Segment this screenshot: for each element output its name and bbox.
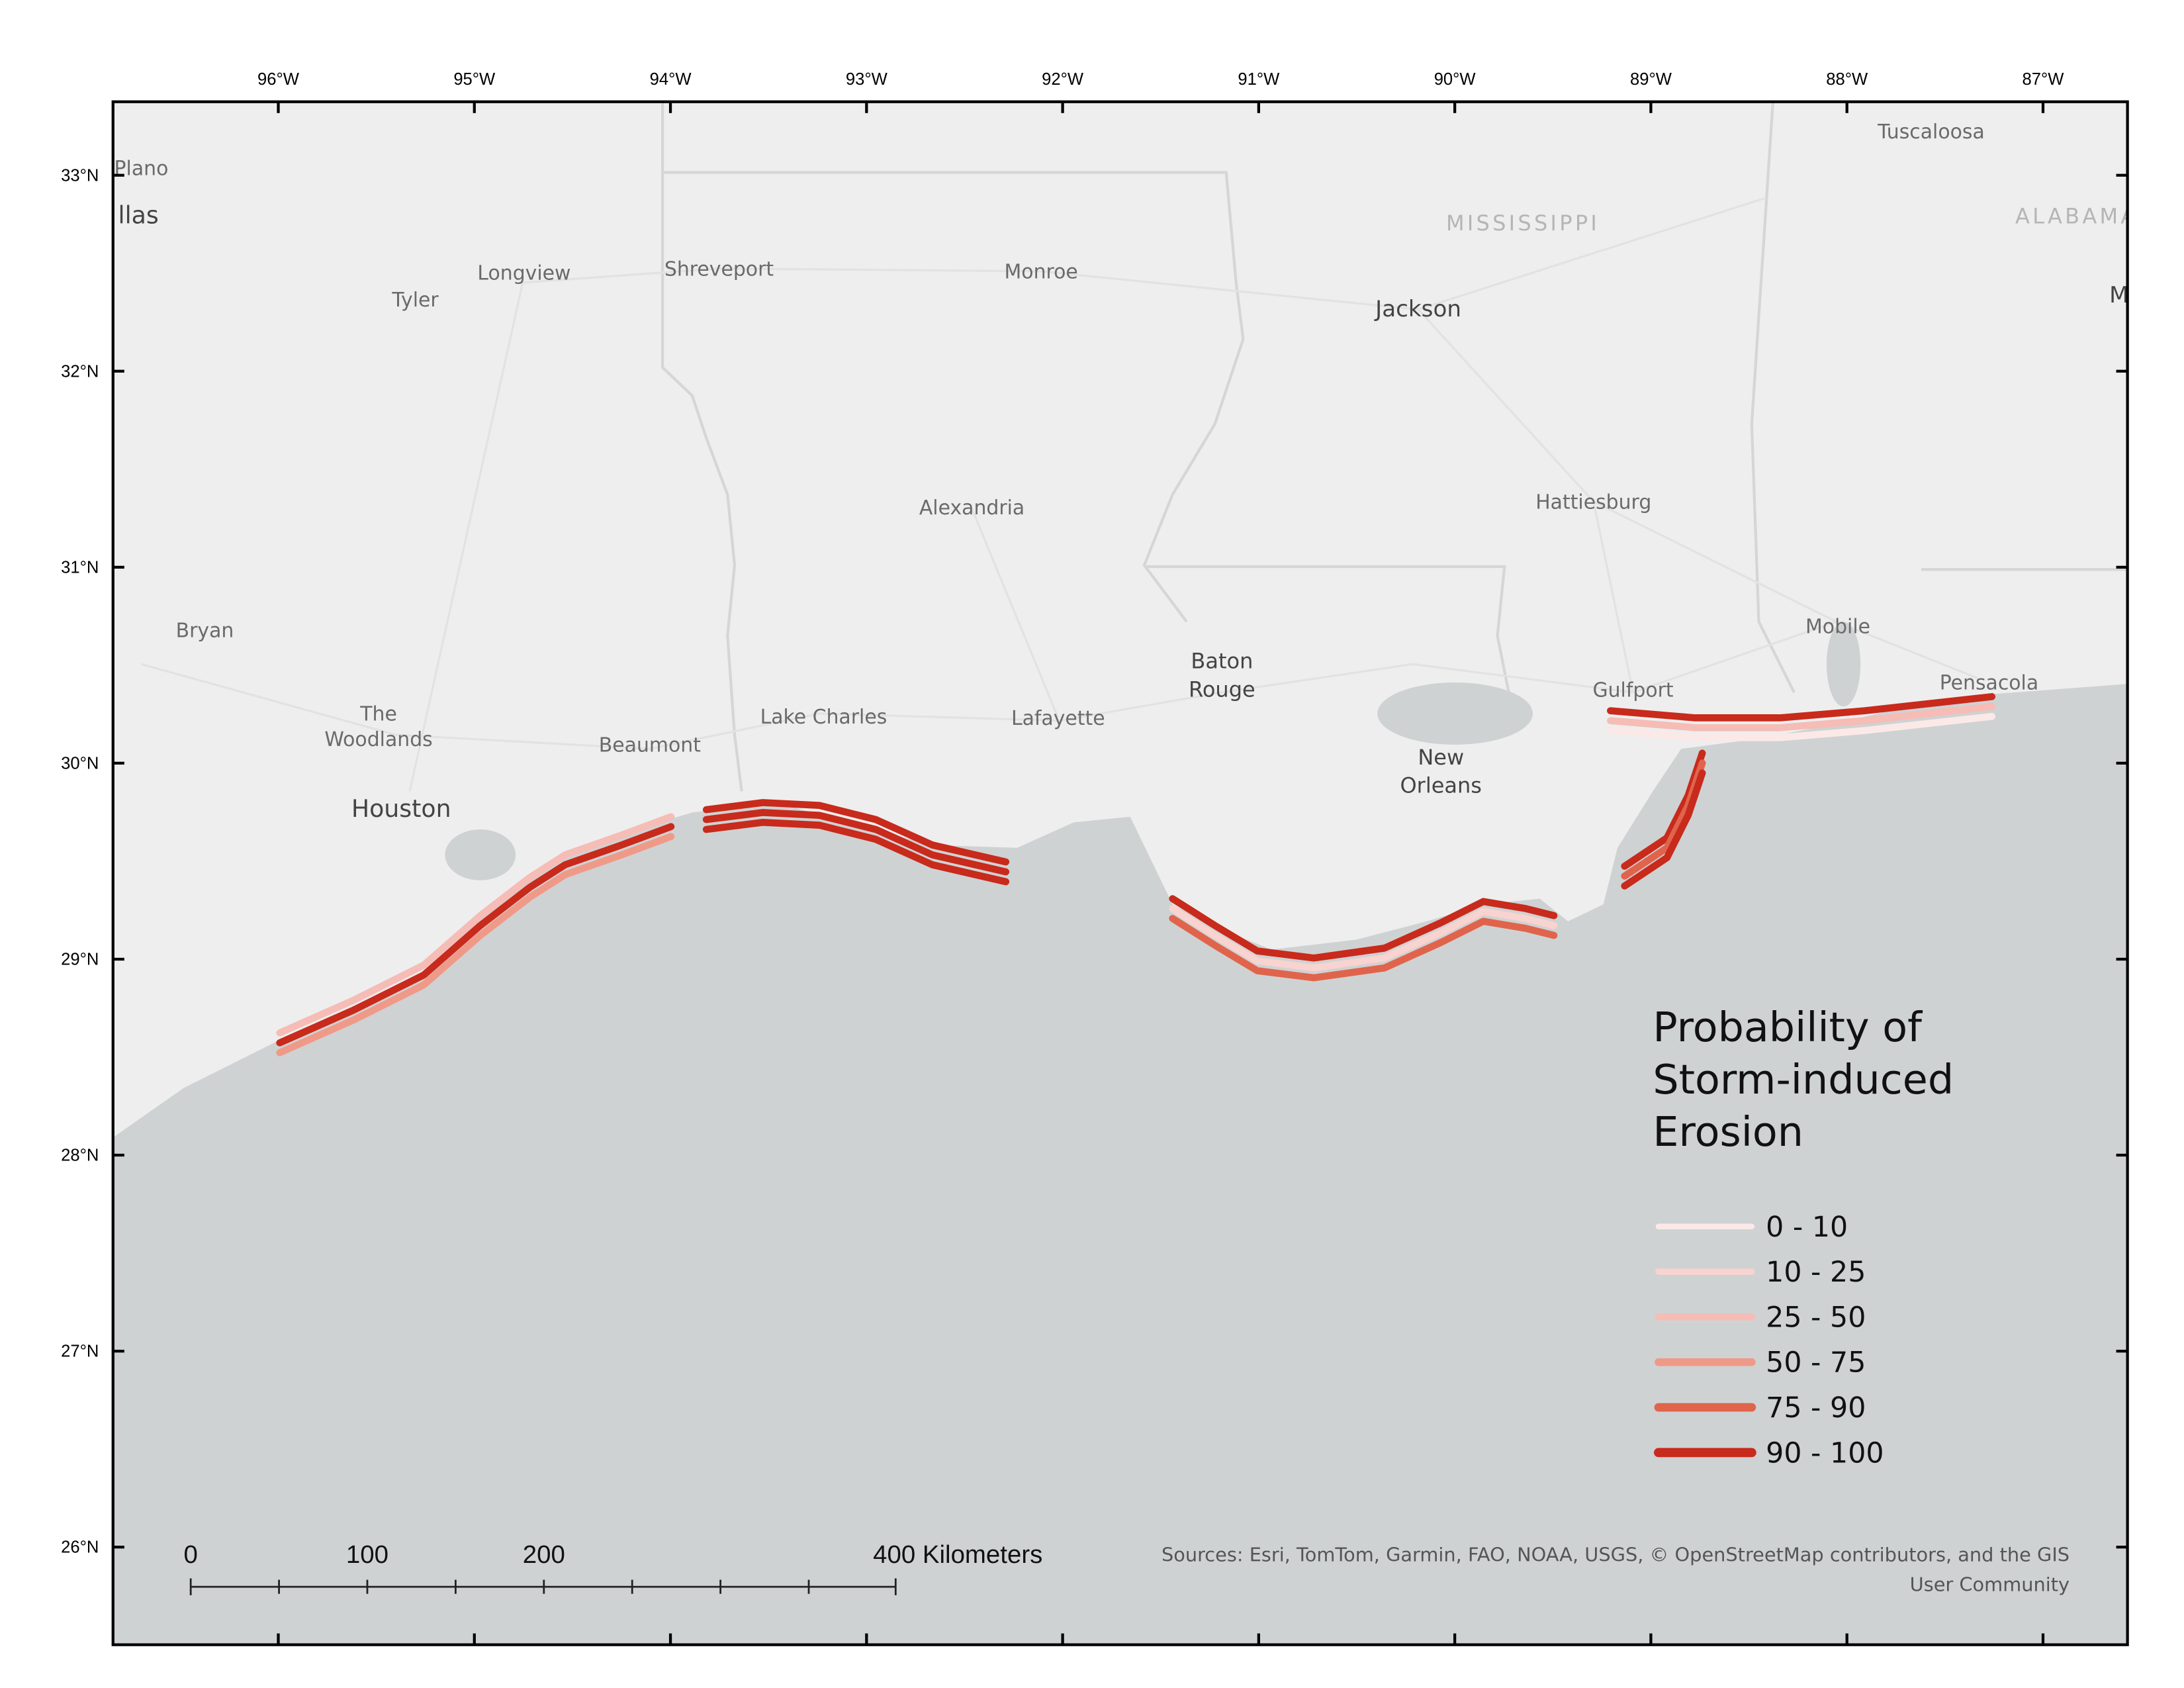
erosion-band bbox=[1169, 905, 1558, 972]
state-label: MISSISSIPPI bbox=[1446, 211, 1600, 236]
lake bbox=[1377, 682, 1533, 745]
longitude-label: 89°W bbox=[1630, 70, 1672, 89]
erosion-band bbox=[276, 833, 675, 1056]
scale-label: 200 bbox=[523, 1540, 565, 1569]
place-label: Shreveport bbox=[664, 258, 774, 281]
place-label: Lake Charles bbox=[760, 706, 887, 729]
erosion-band bbox=[1607, 693, 1996, 722]
attribution: Sources: Esri, TomTom, Garmin, FAO, NOAA… bbox=[1161, 1544, 2070, 1566]
attribution: User Community bbox=[1910, 1573, 2070, 1596]
place-label: Plano bbox=[114, 158, 169, 181]
place-label: Gulfport bbox=[1592, 679, 1673, 702]
latitude-label: 29°N bbox=[61, 951, 99, 969]
bay bbox=[445, 829, 516, 880]
roads bbox=[141, 197, 1978, 792]
scale-label: 0 bbox=[183, 1540, 197, 1569]
place-label: Alexandria bbox=[919, 496, 1024, 520]
latitude-label: 33°N bbox=[61, 166, 99, 185]
longitude-label: 94°W bbox=[650, 70, 692, 89]
legend-title: Erosion bbox=[1653, 1108, 1803, 1156]
legend-label: 25 - 50 bbox=[1766, 1301, 1866, 1334]
bay bbox=[1826, 622, 1861, 707]
latitude-label: 32°N bbox=[61, 362, 99, 381]
erosion-band bbox=[702, 799, 1010, 866]
place-label: Woodlands bbox=[324, 728, 432, 751]
latitude-label: 27°N bbox=[61, 1342, 99, 1361]
erosion-band bbox=[1169, 915, 1558, 982]
scale-bar-line bbox=[189, 1578, 897, 1595]
erosion-band bbox=[1621, 769, 1706, 890]
legend-label: 75 - 90 bbox=[1766, 1391, 1866, 1425]
erosion-band bbox=[1169, 895, 1558, 962]
legend-label: 0 - 10 bbox=[1766, 1211, 1848, 1244]
latitude-label: 28°N bbox=[61, 1147, 99, 1165]
place-label: Hattiesburg bbox=[1535, 491, 1651, 514]
place-label: Rouge bbox=[1189, 677, 1255, 702]
scale-bar: 0 100 200 400 Kilometers bbox=[183, 1540, 1042, 1595]
place-label: Monroe bbox=[1005, 261, 1078, 284]
place-label: Longview bbox=[477, 262, 570, 285]
place-label: The bbox=[359, 703, 397, 726]
legend-label: 90 - 100 bbox=[1766, 1436, 1884, 1470]
map-frame bbox=[111, 100, 2129, 1646]
place-label: Tyler bbox=[391, 289, 439, 312]
place-label: Tuscaloosa bbox=[1877, 120, 1985, 144]
place-label: New bbox=[1418, 745, 1464, 770]
longitude-label: 87°W bbox=[2023, 70, 2065, 89]
erosion-band bbox=[702, 809, 1010, 876]
legend-items: 0 - 10 10 - 25 25 - 50 50 - 75 75 - 90 90 - 1… bbox=[1654, 1211, 1884, 1470]
longitude-label: 91°W bbox=[1238, 70, 1280, 89]
place-label: Baton bbox=[1191, 649, 1253, 674]
latitude-label: 26°N bbox=[61, 1538, 99, 1557]
place-label: Pensacola bbox=[1940, 672, 2038, 695]
erosion-band bbox=[1607, 702, 1996, 731]
latitude-label: 31°N bbox=[61, 558, 99, 577]
map-body: Plano llas Tyler Longview Shreveport Mon… bbox=[113, 101, 2138, 1645]
state-boundaries bbox=[660, 101, 2128, 792]
place-label: M bbox=[2109, 282, 2128, 308]
place-label: Mobile bbox=[1805, 615, 1870, 638]
legend: Probability of Storm-induced Erosion 0 -… bbox=[1653, 1004, 1954, 1470]
state-label: ALABAMA bbox=[2015, 203, 2138, 228]
place-labels: Plano llas Tyler Longview Shreveport Mon… bbox=[114, 120, 2138, 823]
longitude-label: 93°W bbox=[846, 70, 888, 89]
place-label: llas bbox=[118, 201, 159, 229]
scale-label: 400 Kilometers bbox=[873, 1540, 1042, 1569]
gulf-water bbox=[113, 684, 2128, 1645]
erosion-band bbox=[276, 813, 675, 1037]
place-label: Houston bbox=[351, 794, 451, 823]
longitude-label: 96°W bbox=[257, 70, 300, 89]
longitude-label: 88°W bbox=[1826, 70, 1868, 89]
latitude-label: 30°N bbox=[61, 754, 99, 773]
legend-label: 10 - 25 bbox=[1766, 1256, 1866, 1289]
erosion-band bbox=[276, 823, 675, 1047]
longitude-label: 95°W bbox=[453, 70, 496, 89]
scale-label: 100 bbox=[346, 1540, 388, 1569]
longitude-label: 92°W bbox=[1042, 70, 1084, 89]
erosion-lines bbox=[276, 693, 1996, 1056]
place-label: Bryan bbox=[176, 620, 234, 643]
erosion-band bbox=[702, 819, 1010, 886]
legend-title: Storm-induced bbox=[1653, 1056, 1954, 1103]
place-label: Beaumont bbox=[599, 734, 701, 757]
place-label: Jackson bbox=[1374, 296, 1461, 322]
legend-label: 50 - 75 bbox=[1766, 1346, 1866, 1380]
graticule-ticks: 96°W 95°W 94°W 93°W 92°W 91°W 90°W 89°W 88°W 87°W… bbox=[61, 70, 2128, 1645]
longitude-label: 90°W bbox=[1434, 70, 1477, 89]
place-label: Lafayette bbox=[1011, 707, 1105, 730]
erosion-band bbox=[1607, 712, 1996, 741]
place-label: Orleans bbox=[1400, 773, 1481, 798]
legend-title: Probability of bbox=[1653, 1004, 1923, 1051]
